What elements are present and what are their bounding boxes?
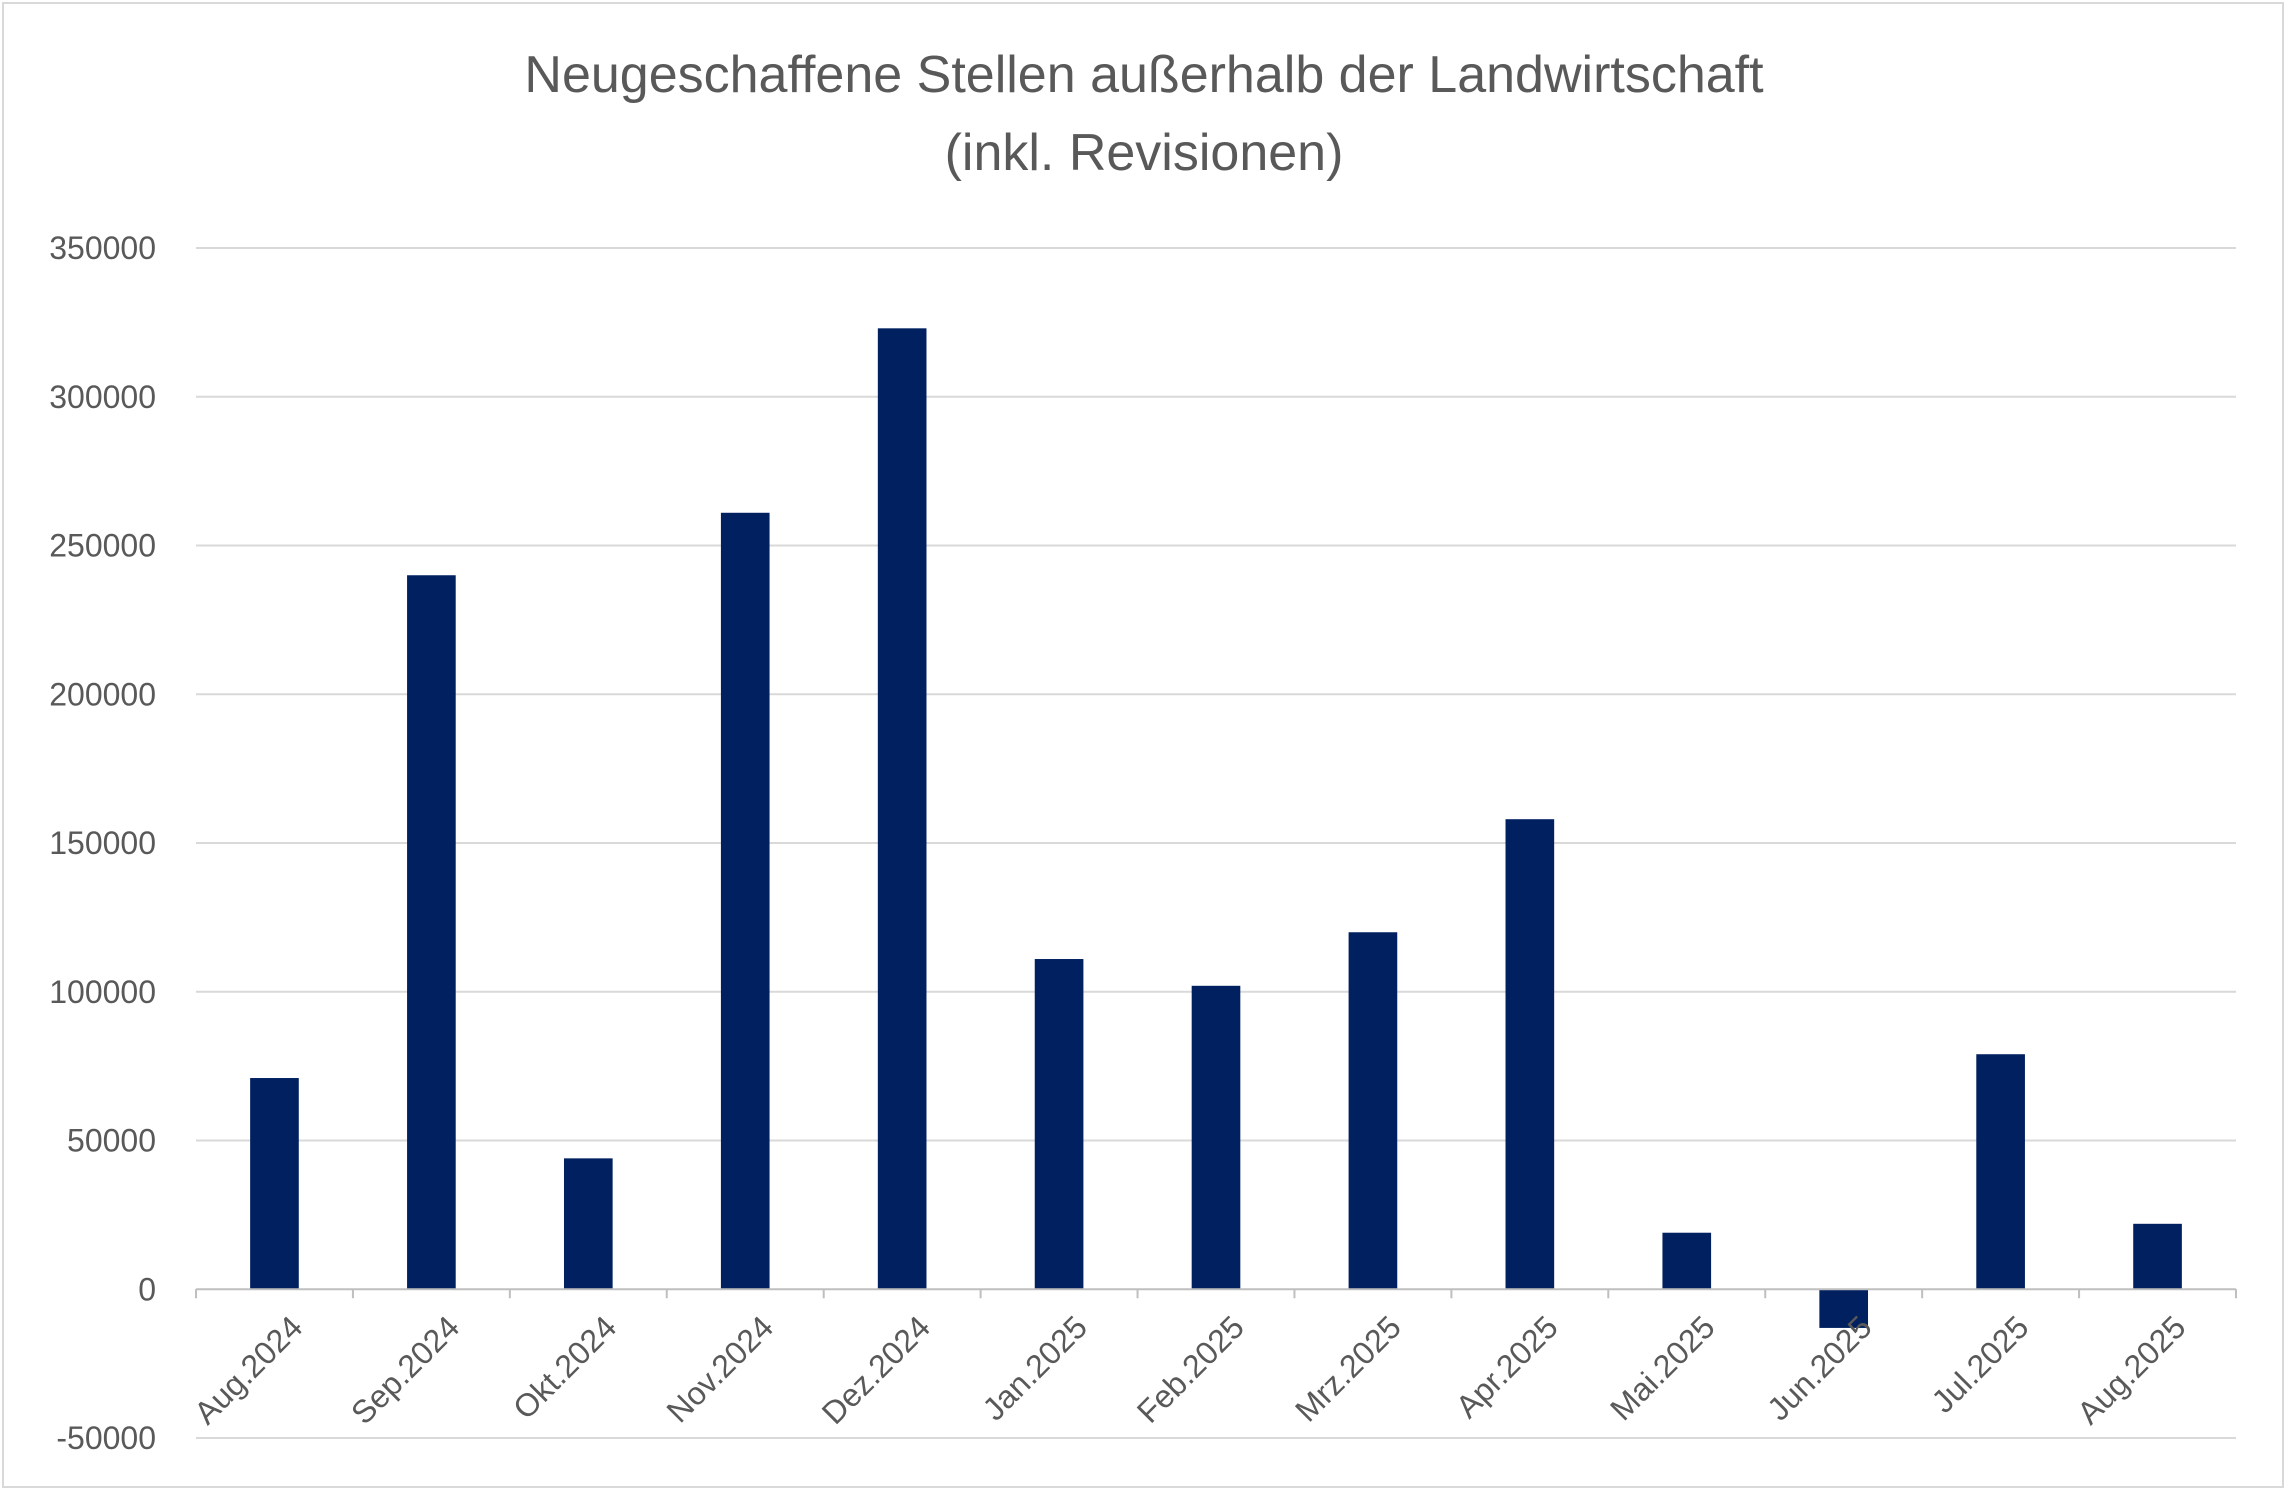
x-tick-label: Sep.2024 xyxy=(344,1309,466,1431)
x-tick-label: Apr.2025 xyxy=(1449,1309,1565,1425)
x-tick-label: Okt.2024 xyxy=(506,1309,623,1426)
x-tick-label: Jan.2025 xyxy=(975,1309,1094,1428)
bar-Jun.2025 xyxy=(1819,1289,1869,1328)
chart-title-line-2: (inkl. Revisionen) xyxy=(944,124,1344,182)
bar-Mrz.2025 xyxy=(1348,932,1398,1290)
y-tick-label: 350000 xyxy=(49,230,156,266)
bar-Nov.2024 xyxy=(720,512,770,1290)
bar-Jul.2025 xyxy=(1976,1054,2025,1290)
x-tick-label: Jul.2025 xyxy=(1925,1309,2036,1420)
y-tick-label: 250000 xyxy=(49,528,156,564)
x-tick-label: Mrz.2025 xyxy=(1288,1309,1408,1429)
bar-Aug.2025 xyxy=(2133,1223,2182,1290)
x-tick-label: Nov.2024 xyxy=(660,1309,781,1430)
bar-Aug.2024 xyxy=(250,1078,299,1290)
x-tick-label: Aug.2025 xyxy=(2070,1309,2192,1431)
x-tick-label: Mai.2025 xyxy=(1603,1309,1722,1428)
bar-Sep.2024 xyxy=(407,575,456,1290)
bar-Okt.2024 xyxy=(563,1158,613,1290)
bars xyxy=(250,328,2182,1328)
bar-Feb.2025 xyxy=(1191,985,1241,1290)
chart-title: Neugeschaffene Stellen außerhalb der Lan… xyxy=(0,36,2288,192)
y-tick-label: 100000 xyxy=(49,974,156,1010)
x-tick-label: Aug.2024 xyxy=(187,1309,309,1431)
chart-title-line-1: Neugeschaffene Stellen außerhalb der Lan… xyxy=(524,46,1764,104)
bar-Apr.2025 xyxy=(1505,819,1555,1290)
bar-Mai.2025 xyxy=(1662,1232,1712,1290)
y-axis-tick-labels: -50000 0 50000 100000 150000 200000 250000 3000… xyxy=(49,230,156,1456)
y-tick-label: 50000 xyxy=(67,1123,156,1159)
y-tick-label: 200000 xyxy=(49,676,156,712)
y-tick-label: 0 xyxy=(138,1271,156,1307)
y-tick-label: -50000 xyxy=(56,1420,156,1456)
y-tick-label: 150000 xyxy=(49,825,156,861)
x-axis-tick-labels: Aug.2024 Sep.2024 Okt.2024 Nov.2024 Dez.2024… xyxy=(187,1309,2192,1431)
bar-Dez.2024 xyxy=(877,328,927,1290)
bar-Jan.2025 xyxy=(1034,959,1084,1290)
x-axis xyxy=(195,1288,2237,1299)
x-tick-label: Dez.2024 xyxy=(815,1309,937,1431)
x-tick-label: Feb.2025 xyxy=(1130,1309,1251,1430)
x-tick-label: Jun.2025 xyxy=(1760,1309,1879,1428)
y-tick-label: 300000 xyxy=(49,379,156,415)
